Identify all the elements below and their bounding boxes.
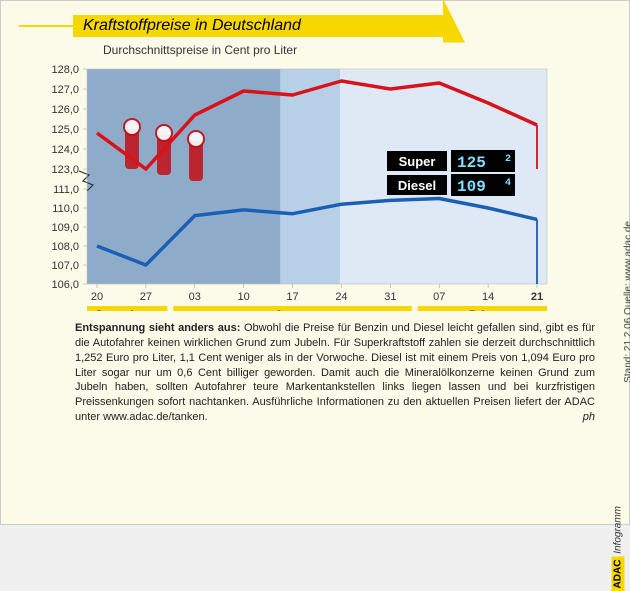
svg-text:125: 125 xyxy=(457,154,486,172)
chart-subtitle: Durchschnittspreise in Cent pro Liter xyxy=(103,43,599,57)
svg-text:109: 109 xyxy=(457,178,486,196)
svg-text:2: 2 xyxy=(505,154,511,165)
adac-logo: ADAC xyxy=(611,557,624,591)
svg-text:Februar: Februar xyxy=(469,309,508,311)
svg-text:07: 07 xyxy=(433,291,445,303)
svg-text:10: 10 xyxy=(238,291,250,303)
brand-mark: ADAC Infogramm xyxy=(612,506,623,591)
line-chart: 123,0 124,0 125,0 126,0 127,0 128,0 106,0 107,0… xyxy=(33,59,573,311)
svg-text:21: 21 xyxy=(531,291,543,303)
svg-text:31: 31 xyxy=(384,291,396,303)
source-line: Stand: 21.2.06 Quelle: www.adac.de xyxy=(623,221,630,383)
svg-text:107,0: 107,0 xyxy=(51,260,79,272)
body-lead: Entspannung sieht anders aus: xyxy=(75,322,240,334)
svg-text:17: 17 xyxy=(286,291,298,303)
body-text: Obwohl die Preise für Benzin und Diesel … xyxy=(75,322,595,423)
svg-text:125,0: 125,0 xyxy=(51,124,79,136)
svg-text:4: 4 xyxy=(505,178,511,189)
svg-text:124,0: 124,0 xyxy=(51,144,79,156)
body-copy: Entspannung sieht anders aus: Obwohl die… xyxy=(75,321,595,425)
infogramm-label: Infogramm xyxy=(612,506,623,554)
svg-text:123,0: 123,0 xyxy=(51,164,79,176)
author-signature: ph xyxy=(583,410,595,425)
svg-text:109,0: 109,0 xyxy=(51,222,79,234)
svg-text:27: 27 xyxy=(140,291,152,303)
title-band: Kraftstoffpreise in Deutschland xyxy=(73,15,443,37)
svg-text:126,0: 126,0 xyxy=(51,104,79,116)
svg-text:14: 14 xyxy=(482,291,494,303)
svg-text:20: 20 xyxy=(91,291,103,303)
svg-text:111,0: 111,0 xyxy=(53,184,79,196)
svg-text:Dezember: Dezember xyxy=(96,309,147,311)
svg-text:Diesel: Diesel xyxy=(398,178,436,193)
svg-text:Super: Super xyxy=(399,154,436,169)
svg-text:03: 03 xyxy=(189,291,201,303)
svg-text:128,0: 128,0 xyxy=(51,64,79,76)
svg-text:Januar: Januar xyxy=(276,309,310,311)
svg-text:108,0: 108,0 xyxy=(51,241,79,253)
chart-area: 123,0 124,0 125,0 126,0 127,0 128,0 106,0 107,0… xyxy=(33,59,573,311)
svg-text:24: 24 xyxy=(335,291,347,303)
page-title: Kraftstoffpreise in Deutschland xyxy=(83,17,301,34)
svg-text:127,0: 127,0 xyxy=(51,84,79,96)
svg-text:106,0: 106,0 xyxy=(51,279,79,291)
svg-text:110,0: 110,0 xyxy=(52,203,79,215)
infographic-container: Kraftstoffpreise in Deutschland Durchsch… xyxy=(0,0,630,525)
